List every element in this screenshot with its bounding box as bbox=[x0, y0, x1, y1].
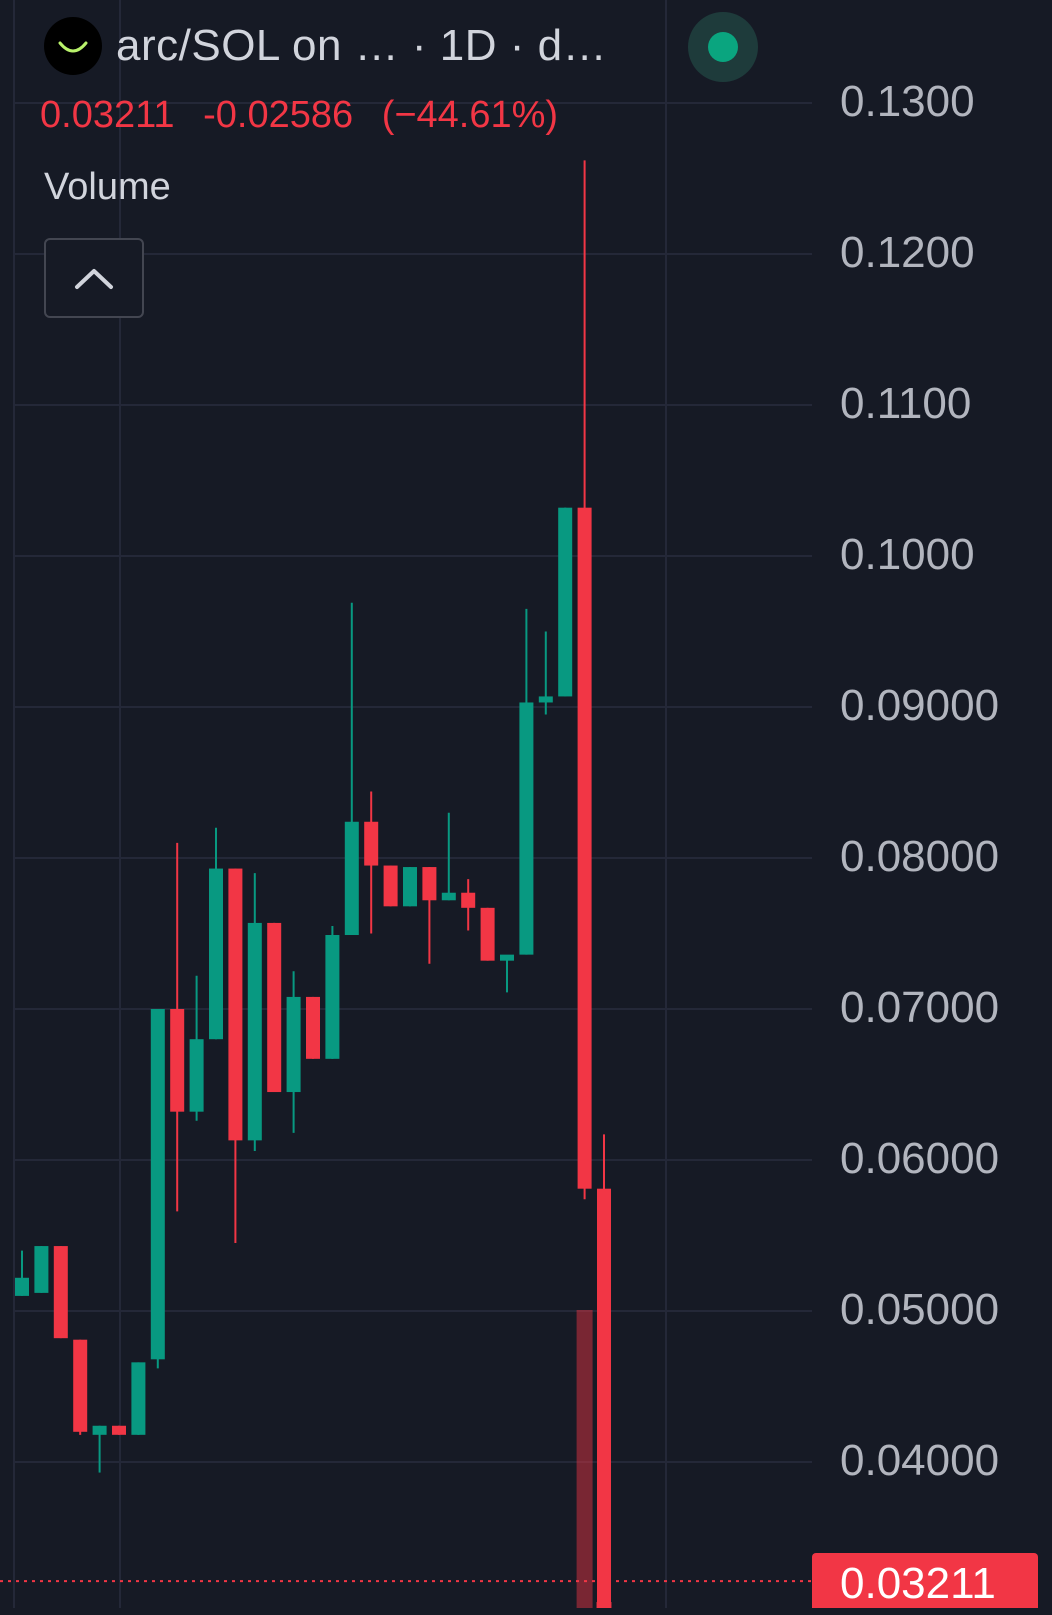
candle bbox=[383, 865, 398, 907]
ohlc-legend: 0.03211 -0.02586 (−44.61%) bbox=[40, 94, 576, 137]
candle bbox=[228, 868, 243, 1244]
volume-indicator-label[interactable]: Volume bbox=[44, 166, 171, 208]
candle-body bbox=[344, 821, 359, 936]
candle-body bbox=[150, 1009, 165, 1360]
candle-body bbox=[247, 922, 262, 1141]
price-axis-label: 0.08000 bbox=[840, 832, 1000, 881]
price-axis-label: 0.04000 bbox=[840, 1436, 1000, 1485]
candle bbox=[597, 1134, 611, 1608]
candle bbox=[344, 602, 359, 936]
candle bbox=[500, 954, 514, 993]
candle bbox=[15, 1250, 29, 1296]
candle bbox=[247, 873, 262, 1151]
candle-body bbox=[34, 1246, 49, 1293]
candle-body bbox=[597, 1188, 611, 1608]
candle-body bbox=[558, 507, 573, 697]
candle-body bbox=[267, 922, 282, 1093]
price-axis-label: 0.1200 bbox=[840, 228, 975, 277]
candle-body bbox=[92, 1425, 107, 1435]
candle-body bbox=[53, 1246, 68, 1339]
candle bbox=[131, 1362, 146, 1435]
candle bbox=[538, 631, 553, 715]
candle bbox=[519, 608, 534, 955]
price-axis-label: 0.1300 bbox=[840, 77, 975, 126]
candle-body bbox=[209, 868, 223, 1040]
price-axis-label: 0.1000 bbox=[840, 530, 975, 579]
legend-last-price: 0.03211 bbox=[40, 94, 175, 136]
candle bbox=[53, 1246, 68, 1339]
candle bbox=[422, 867, 437, 964]
candle-body bbox=[364, 821, 379, 866]
price-axis-label: 0.09000 bbox=[840, 681, 1000, 730]
candle bbox=[34, 1246, 49, 1293]
candle-body bbox=[170, 1009, 185, 1112]
volume-bar bbox=[576, 1310, 593, 1608]
candle-body bbox=[228, 868, 243, 1141]
candle-body bbox=[73, 1339, 88, 1432]
grid bbox=[13, 0, 812, 1608]
collapse-indicators-button[interactable] bbox=[44, 238, 144, 318]
market-status-indicator[interactable] bbox=[688, 12, 758, 82]
candle bbox=[73, 1339, 88, 1435]
price-axis-label: 0.05000 bbox=[840, 1285, 1000, 1334]
candle bbox=[325, 925, 340, 1059]
candle bbox=[403, 867, 417, 907]
legend-change-pct: (−44.61%) bbox=[381, 94, 559, 136]
candle bbox=[480, 907, 495, 961]
candle-body bbox=[325, 935, 340, 1059]
candle-body bbox=[480, 907, 495, 961]
market-open-dot-icon bbox=[708, 32, 738, 62]
candle bbox=[306, 996, 320, 1059]
candle bbox=[170, 842, 185, 1212]
candle bbox=[112, 1425, 126, 1435]
candle bbox=[267, 922, 282, 1093]
candle-body bbox=[383, 865, 398, 907]
candle-body bbox=[441, 892, 456, 901]
price-axis-label: 0.07000 bbox=[840, 983, 1000, 1032]
candle bbox=[441, 812, 456, 901]
chart-header: arc/SOL on … · 1D · d… bbox=[44, 14, 607, 78]
candle bbox=[558, 507, 573, 697]
chevron-up-icon bbox=[75, 269, 113, 289]
candle-body bbox=[286, 996, 301, 1093]
legend-change: -0.02586 bbox=[203, 94, 354, 136]
candles[interactable] bbox=[15, 160, 611, 1608]
candle-body bbox=[306, 996, 320, 1059]
candle-body bbox=[500, 954, 514, 961]
candle bbox=[92, 1425, 107, 1473]
candle bbox=[577, 160, 592, 1200]
current-price-tag: 0.03211 bbox=[812, 1553, 1038, 1608]
candle-body bbox=[403, 867, 417, 907]
candle-body bbox=[461, 892, 476, 908]
symbol-title[interactable]: arc/SOL on … · 1D · d… bbox=[116, 21, 608, 70]
candle-body bbox=[538, 696, 553, 703]
candle bbox=[189, 975, 204, 1121]
candle-body bbox=[131, 1362, 146, 1435]
candle bbox=[461, 879, 476, 931]
price-axis-label: 0.1100 bbox=[840, 379, 972, 428]
candle bbox=[286, 971, 301, 1133]
candle-body bbox=[15, 1277, 29, 1296]
price-axis-label: 0.06000 bbox=[840, 1134, 1000, 1183]
candle-body bbox=[422, 867, 437, 901]
smile-logo-icon bbox=[44, 17, 102, 75]
candle bbox=[209, 827, 223, 1040]
candle-body bbox=[112, 1425, 126, 1435]
candle-body bbox=[189, 1039, 204, 1112]
candle-body bbox=[577, 507, 592, 1189]
candle-body bbox=[519, 702, 534, 955]
candle bbox=[150, 1009, 165, 1369]
candle bbox=[364, 791, 379, 934]
